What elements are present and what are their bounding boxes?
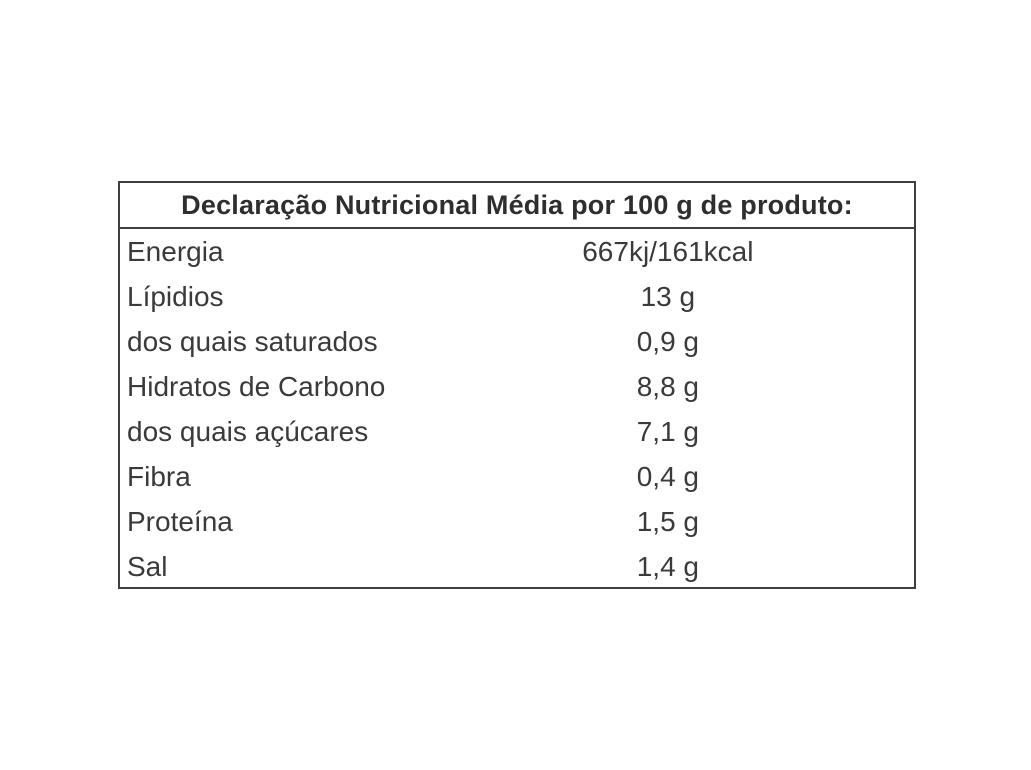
nutrient-value: 1,5 g (636, 506, 699, 538)
nutrient-value: 1,4 g (636, 551, 699, 583)
table-row: Hidratos de Carbono 8,8 g (120, 364, 914, 409)
table-row: Proteína 1,5 g (120, 500, 914, 545)
table-row: dos quais açúcares 7,1 g (120, 409, 914, 454)
nutrient-label: Fibra (127, 461, 191, 493)
nutrition-declaration-table: Declaração Nutricional Média por 100 g d… (118, 181, 916, 589)
table-row: Lípidios 13 g (120, 274, 914, 319)
nutrient-value: 13 g (640, 280, 696, 312)
nutrient-value: 667kj/161kcal (582, 235, 754, 267)
nutrient-value: 0,9 g (636, 325, 699, 357)
nutrient-value: 8,8 g (636, 370, 699, 402)
nutrient-label: Lípidios (127, 280, 224, 312)
nutrient-label: dos quais açúcares (127, 415, 369, 447)
table-row: dos quais saturados 0,9 g (120, 319, 914, 364)
table-row: Energia 667kj/161kcal (120, 229, 914, 274)
nutrient-label: Proteína (127, 506, 233, 538)
nutrient-label: Hidratos de Carbono (127, 370, 386, 402)
table-title: Declaração Nutricional Média por 100 g d… (120, 183, 914, 229)
nutrient-label: Energia (127, 235, 224, 267)
nutrient-label: Sal (127, 551, 168, 583)
table-row: Fibra 0,4 g (120, 454, 914, 499)
table-row: Sal 1,4 g (120, 545, 914, 590)
nutrient-value: 7,1 g (636, 415, 699, 447)
table-body: Energia 667kj/161kcal Lípidios 13 g dos … (120, 229, 914, 590)
nutrient-label: dos quais saturados (127, 325, 378, 357)
nutrient-value: 0,4 g (636, 461, 699, 493)
